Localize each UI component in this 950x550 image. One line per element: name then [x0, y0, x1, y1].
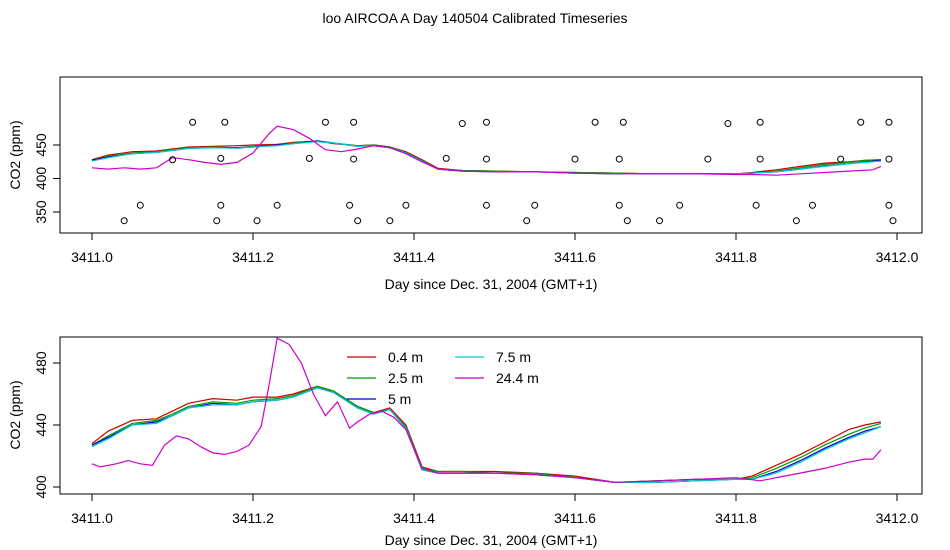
data-point-marker: [273, 201, 281, 209]
data-point-marker: [217, 154, 225, 162]
data-point-marker: [531, 201, 539, 209]
x-tick-label: 3411.2: [232, 249, 274, 265]
y-tick-label: 480: [33, 351, 49, 375]
series-line-24-4-m: [91, 125, 882, 176]
data-point-marker: [346, 201, 354, 209]
figure-title: loo AIRCOA A Day 140504 Calibrated Times…: [322, 10, 628, 26]
x-tick-label: 3411.8: [715, 510, 757, 526]
top-x-axis-label: Day since Dec. 31, 2004 (GMT+1): [385, 276, 598, 292]
bottom-x-axis-label: Day since Dec. 31, 2004 (GMT+1): [385, 532, 598, 548]
data-point-marker: [889, 217, 897, 225]
data-point-marker: [136, 201, 144, 209]
data-point-marker: [752, 201, 760, 209]
data-point-marker: [221, 118, 229, 126]
data-point-marker: [189, 118, 197, 126]
x-tick-label: 3411.0: [71, 510, 113, 526]
data-point-marker: [857, 118, 865, 126]
data-point-marker: [837, 155, 845, 163]
x-tick-label: 3411.0: [71, 249, 113, 265]
data-point-marker: [482, 201, 490, 209]
data-point-marker: [402, 201, 410, 209]
x-tick-label: 3411.2: [232, 510, 274, 526]
y-tick-label: 440: [33, 413, 49, 437]
data-point-marker: [623, 217, 631, 225]
data-point-marker: [350, 118, 358, 126]
data-point-marker: [442, 154, 450, 162]
y-tick-label: 450: [33, 133, 49, 157]
legend-label: 5 m: [388, 391, 411, 407]
data-point-marker: [482, 155, 490, 163]
data-point-marker: [321, 118, 329, 126]
data-point-marker: [120, 217, 128, 225]
legend-label: 7.5 m: [496, 349, 531, 365]
data-point-marker: [523, 217, 531, 225]
data-point-marker: [615, 201, 623, 209]
legend-label: 24.4 m: [496, 370, 539, 386]
x-tick-label: 3412.0: [876, 249, 919, 265]
data-point-marker: [169, 156, 176, 164]
y-tick-label: 350: [33, 200, 49, 224]
top-ticks: 3411.0 3411.2 3411.4 3411.6 3411.8 3412.0 350 4…: [33, 133, 919, 265]
series-line-0-4-m: [91, 140, 881, 175]
data-point-marker: [350, 155, 358, 163]
legend-label: 2.5 m: [388, 370, 423, 386]
data-point-marker: [756, 155, 764, 163]
series-line-0-4-m: [91, 385, 882, 484]
data-point-marker: [808, 201, 816, 209]
top-panel: 3411.0 3411.2 3411.4 3411.6 3411.8 3412.0 350 4…: [7, 76, 923, 292]
x-tick-label: 3411.6: [554, 510, 596, 526]
data-point-marker: [724, 120, 732, 128]
data-point-marker: [305, 154, 313, 162]
bottom-ticks: 3411.0 3411.2 3411.4 3411.6 3411.8 3412.0 400 4…: [33, 351, 919, 526]
data-point-marker: [704, 155, 712, 163]
y-tick-label: 400: [33, 167, 49, 191]
data-point-marker: [615, 155, 623, 163]
series-line-7-5-m: [91, 141, 881, 175]
data-point-marker: [885, 201, 893, 209]
y-tick-label: 400: [33, 475, 49, 499]
data-point-marker: [482, 118, 490, 126]
top-points-group: [120, 118, 897, 225]
data-point-marker: [213, 217, 221, 225]
data-point-marker: [217, 201, 225, 209]
data-point-marker: [571, 155, 579, 163]
data-point-marker: [885, 155, 893, 163]
data-point-marker: [386, 217, 394, 225]
data-point-marker: [656, 217, 664, 225]
data-point-marker: [591, 118, 599, 126]
bottom-plot-frame: [59, 336, 923, 495]
data-point-marker: [885, 118, 893, 126]
data-point-marker: [619, 118, 627, 126]
bottom-panel: 3411.0 3411.2 3411.4 3411.6 3411.8 3412.0 400 4…: [7, 336, 923, 548]
data-point-marker: [458, 120, 466, 128]
bottom-series-group: [91, 337, 882, 484]
data-point-marker: [792, 217, 800, 225]
top-plot-frame: [59, 76, 923, 234]
x-tick-label: 3411.8: [715, 249, 757, 265]
data-point-marker: [253, 217, 261, 225]
legend: 0.4 m 2.5 m 5 m 7.5 m 24.4 m: [347, 349, 539, 407]
series-line-2-5-m: [91, 385, 882, 484]
x-tick-label: 3411.4: [393, 249, 435, 265]
data-point-marker: [676, 201, 684, 209]
x-tick-label: 3411.4: [393, 510, 435, 526]
x-tick-label: 3412.0: [876, 510, 919, 526]
top-series-group: [91, 125, 882, 176]
x-tick-label: 3411.6: [554, 249, 596, 265]
bottom-y-axis-label: CO2 (ppm): [7, 380, 23, 449]
top-y-axis-label: CO2 (ppm): [7, 120, 23, 189]
series-line-24-4-m: [91, 337, 882, 484]
legend-label: 0.4 m: [388, 349, 423, 365]
data-point-marker: [354, 217, 362, 225]
data-point-marker: [756, 118, 764, 126]
